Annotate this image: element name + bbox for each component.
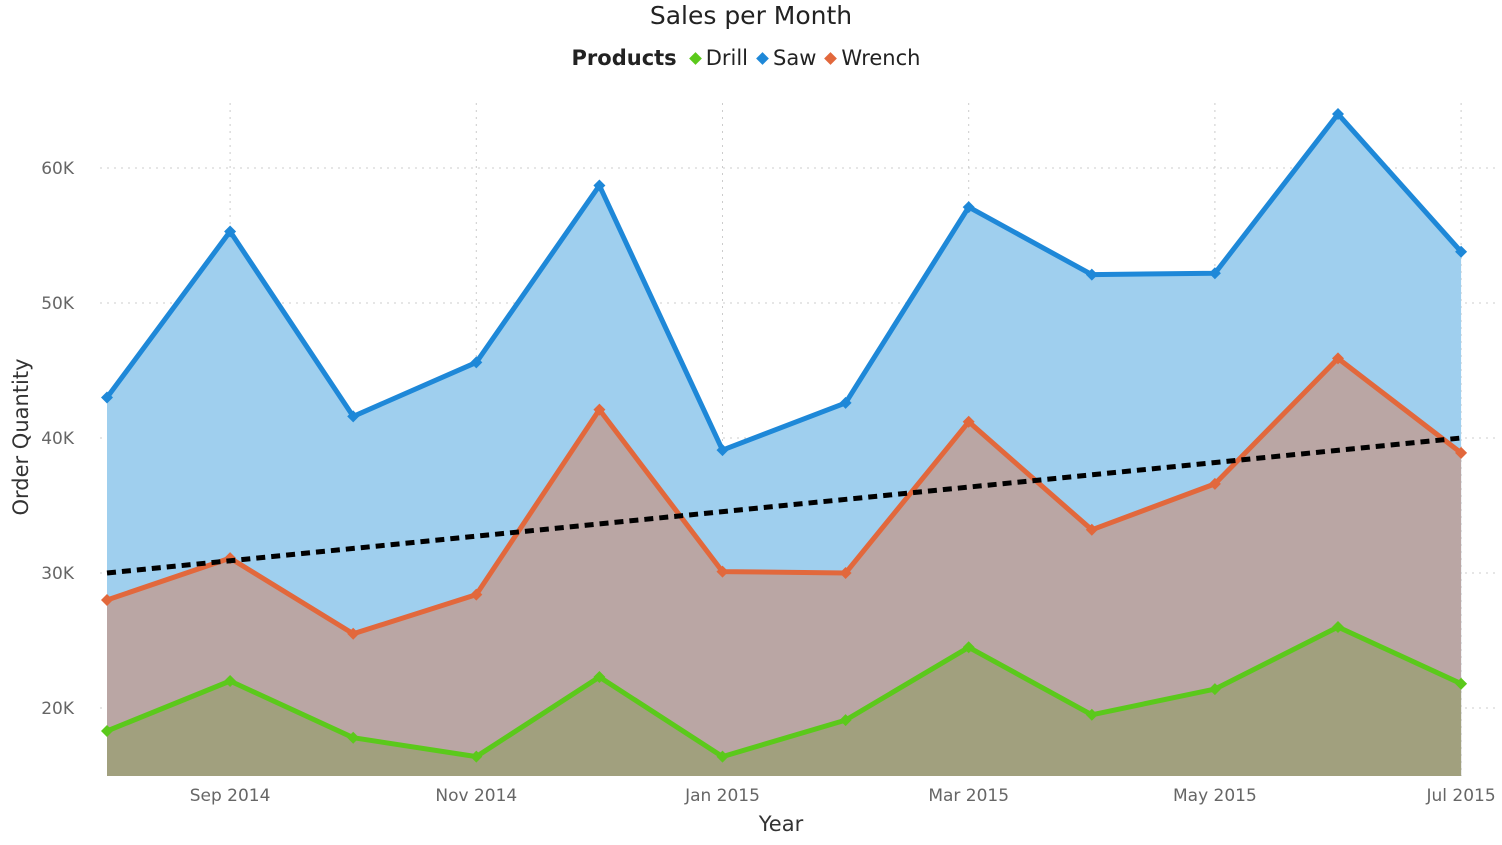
x-tick-label: May 2015	[1173, 786, 1257, 806]
data-point-wrench	[470, 588, 483, 601]
data-point-drill	[1085, 708, 1098, 721]
legend-label-wrench: Wrench	[841, 46, 921, 70]
data-point-saw	[962, 201, 975, 214]
data-point-saw	[470, 356, 483, 369]
data-point-saw	[1208, 267, 1221, 280]
data-point-wrench	[1085, 523, 1098, 536]
area-wrench	[107, 358, 1462, 776]
chart-title: Sales per Month	[649, 1, 853, 30]
legend-item-saw[interactable]: Saw	[756, 46, 817, 70]
series-line-saw	[104, 111, 1464, 453]
data-point-wrench	[1332, 352, 1344, 365]
data-point-saw	[839, 396, 852, 409]
data-point-saw	[347, 410, 360, 423]
data-point-drill	[1455, 677, 1468, 690]
data-point-drill	[839, 714, 852, 727]
data-point-drill	[962, 641, 975, 654]
data-point-drill	[1208, 683, 1221, 696]
area-drill	[107, 627, 1462, 776]
data-point-drill	[1332, 621, 1344, 633]
x-axis-title: Year	[758, 812, 804, 836]
data-point-wrench	[962, 415, 975, 428]
data-point-wrench	[101, 594, 113, 606]
y-tick-label: 30K	[41, 564, 75, 584]
data-point-saw	[101, 391, 113, 404]
x-tick-label: Sep 2014	[190, 786, 271, 806]
y-axis-title: Order Quantity	[9, 358, 33, 515]
legend-label-drill: Drill	[705, 46, 748, 70]
y-tick-label: 20K	[41, 699, 75, 719]
data-point-wrench	[1455, 446, 1468, 459]
legend-title: Products	[571, 46, 677, 70]
data-point-wrench	[716, 565, 729, 578]
trend-line	[106, 435, 1462, 576]
data-point-drill	[470, 750, 483, 763]
data-point-saw	[1455, 245, 1468, 258]
x-tick-label: Mar 2015	[928, 786, 1009, 806]
data-point-wrench	[1208, 477, 1221, 490]
data-point-drill	[347, 731, 360, 744]
data-point-saw	[716, 444, 729, 457]
data-point-wrench	[347, 627, 360, 640]
data-point-saw	[1085, 268, 1098, 281]
y-tick-label: 50K	[41, 294, 75, 314]
data-point-saw	[1332, 108, 1344, 120]
legend-label-saw: Saw	[773, 46, 817, 70]
y-tick-label: 60K	[41, 159, 75, 179]
x-tick-label: Nov 2014	[435, 786, 517, 806]
data-point-saw	[224, 225, 237, 238]
legend: Products Drill Saw Wrench	[0, 46, 1502, 70]
legend-item-wrench[interactable]: Wrench	[824, 46, 921, 70]
data-point-wrench	[593, 403, 606, 416]
x-tick-label: Jul 2015	[1426, 786, 1496, 806]
data-point-wrench	[839, 567, 852, 579]
data-point-drill	[716, 750, 729, 763]
data-point-drill	[224, 675, 237, 687]
series-line-drill	[104, 624, 1464, 760]
data-point-saw	[593, 179, 606, 192]
data-point-drill	[101, 724, 113, 737]
legend-item-drill[interactable]: Drill	[688, 46, 748, 70]
x-tick-label: Jan 2015	[684, 786, 760, 806]
data-point-drill	[593, 670, 606, 683]
y-tick-label: 40K	[41, 429, 75, 449]
